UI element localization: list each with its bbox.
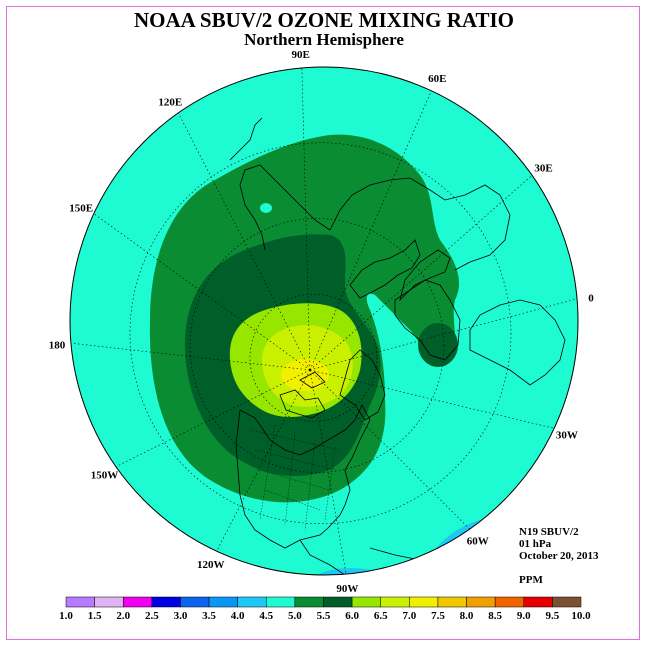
graticule xyxy=(70,67,578,575)
colorbar-swatch xyxy=(266,596,296,608)
colorbar-label: 4.0 xyxy=(231,610,245,622)
field-5-5-to-6-0-europe xyxy=(418,323,458,367)
meridian-line xyxy=(309,369,555,429)
meridian-line xyxy=(309,369,470,530)
colorbar-label: 2.5 xyxy=(145,610,159,622)
latitude-circle xyxy=(249,293,378,422)
colorbar-swatch xyxy=(208,596,238,608)
coastlines xyxy=(229,117,566,575)
meridian-label: 60W xyxy=(467,536,489,548)
map-frame xyxy=(6,6,640,640)
colorbar-swatch xyxy=(65,596,95,608)
field-7-0-to-7-5 xyxy=(281,359,329,391)
japan-coast xyxy=(229,117,263,161)
meridian-label: 150W xyxy=(91,470,119,482)
meridian-labels: 90E 60E 30E 0 30W 60W 90W 120W 150W 180 150E 120E xyxy=(49,49,594,595)
us-state-borders xyxy=(249,424,341,531)
colorbar-swatch xyxy=(466,596,496,608)
colorbar-label: 3.0 xyxy=(174,610,188,622)
map-boundary xyxy=(69,66,579,576)
meridian-label: 90W xyxy=(336,583,358,595)
meridian-label: 60E xyxy=(428,73,446,85)
meridian-line xyxy=(70,342,311,371)
colorbar-swatch xyxy=(523,596,553,608)
colorbar-swatch xyxy=(323,596,353,608)
latitude-circle xyxy=(129,142,512,525)
colorbar-label: 5.5 xyxy=(317,610,331,622)
colorbar-label: 6.0 xyxy=(345,610,359,622)
central-america-coast xyxy=(299,539,361,575)
africa-coast xyxy=(469,299,566,386)
colorbar-swatch xyxy=(409,596,439,608)
meridian-label: 120E xyxy=(158,96,182,108)
ozone-field xyxy=(70,67,578,575)
units-label: PPM xyxy=(519,574,543,586)
colorbar-label: 8.5 xyxy=(488,610,502,622)
colorbar-swatch xyxy=(237,596,267,608)
canadian-archipelago xyxy=(279,371,326,419)
siberia-coast xyxy=(349,239,421,299)
colorbar-swatch xyxy=(437,596,467,608)
greenland-coast xyxy=(339,349,386,421)
colorbar-label: 2.0 xyxy=(116,610,130,622)
colorbar-label: 1.0 xyxy=(59,610,73,622)
colorbar: 1.0 1.5 2.0 2.5 3.0 3.5 4.0 4.5 5.0 5.5 6.0 6.5 7.0 7… xyxy=(59,596,591,622)
date-label: October 20, 2013 xyxy=(519,550,599,562)
level-label: 01 hPa xyxy=(519,538,552,550)
meridian-label: 120W xyxy=(197,559,225,571)
colorbar-swatch xyxy=(380,596,410,608)
scandinavia-coast xyxy=(399,249,451,302)
asia-east-coast xyxy=(239,164,331,251)
north-america-coast xyxy=(235,404,371,549)
colorbar-swatch xyxy=(294,596,324,608)
colorbar-label: 7.0 xyxy=(402,610,416,622)
meridian-line xyxy=(309,175,533,371)
meridian-line xyxy=(93,213,311,371)
map-title: NOAA SBUV/2 OZONE MIXING RATIO xyxy=(134,8,514,32)
meridian-label: 150E xyxy=(69,203,93,215)
meridian-label: 30E xyxy=(534,162,552,174)
colorbar-label: 5.0 xyxy=(288,610,302,622)
colorbar-swatch xyxy=(494,596,525,608)
latitude-circle xyxy=(189,218,445,473)
colorbar-label: 10.0 xyxy=(571,610,591,622)
colorbar-label: 9.0 xyxy=(517,610,531,622)
colorbar-swatch xyxy=(122,596,153,608)
colorbar-swatch xyxy=(94,596,124,608)
colorbar-swatch xyxy=(351,596,381,608)
colorbar-label: 7.5 xyxy=(431,610,445,622)
colorbar-label: 1.5 xyxy=(88,610,102,622)
colorbar-label: 6.5 xyxy=(374,610,388,622)
field-4-5-to-5-0-island xyxy=(260,203,272,213)
meridian-label: 180 xyxy=(49,339,66,351)
meridian-line xyxy=(309,90,432,371)
meridian-line xyxy=(309,369,347,575)
map-subtitle: Northern Hemisphere xyxy=(244,30,404,49)
colorbar-swatch xyxy=(552,596,582,608)
meridian-label: 90E xyxy=(291,49,309,61)
instrument-label: N19 SBUV/2 xyxy=(519,526,579,538)
colorbar-label: 8.0 xyxy=(460,610,474,622)
colorbar-swatch xyxy=(180,596,210,608)
asia-coast xyxy=(329,177,511,271)
colorbar-swatch xyxy=(151,596,181,608)
meridian-label: 0 xyxy=(588,293,594,305)
colorbar-label: 9.5 xyxy=(546,610,560,622)
meridian-label: 30W xyxy=(556,429,578,441)
colorbar-label: 4.5 xyxy=(259,610,273,622)
colorbar-label: 3.5 xyxy=(202,610,216,622)
